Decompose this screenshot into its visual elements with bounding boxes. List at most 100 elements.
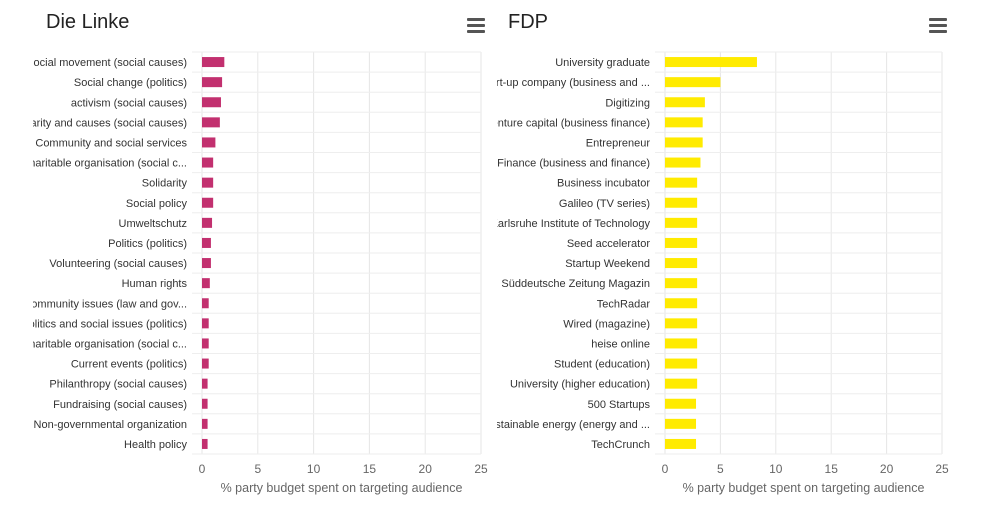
category-label: Current events (politics) [71, 359, 187, 371]
chart-menu-button[interactable] [929, 18, 947, 34]
bar[interactable] [202, 258, 211, 269]
bar[interactable] [202, 398, 208, 409]
category-label: Süddeutsche Zeitung Magazin [501, 278, 650, 290]
bar[interactable] [665, 418, 697, 429]
bar[interactable] [665, 237, 698, 248]
category-label: Community issues (law and gov... [23, 298, 187, 310]
x-axis-title: % party budget spent on targeting audien… [683, 481, 925, 495]
bar[interactable] [665, 177, 698, 188]
category-label: Social change (politics) [74, 77, 187, 89]
category-label: Wired (magazine) [563, 318, 650, 330]
chart-title: Die Linke [46, 11, 130, 33]
bar[interactable] [202, 117, 220, 128]
bar[interactable] [665, 318, 698, 329]
category-label: Student (education) [554, 359, 650, 371]
x-tick-label: 5 [717, 462, 724, 476]
x-axis-title: % party budget spent on targeting audien… [221, 481, 463, 495]
category-label: Entrepreneur [586, 137, 651, 149]
bar[interactable] [202, 378, 208, 389]
category-label: Charity and causes (social causes) [16, 117, 187, 129]
category-label: TechCrunch [591, 439, 650, 451]
category-label: Umweltschutz [119, 218, 187, 230]
category-label: Human rights [122, 278, 188, 290]
bar[interactable] [665, 298, 698, 309]
category-label: University (higher education) [510, 379, 650, 391]
category-label: Charitable organisation (social c... [21, 338, 187, 350]
category-label: Social movement (social causes) [26, 57, 187, 69]
category-label: politics and social issues (politics) [23, 318, 187, 330]
bar[interactable] [202, 298, 209, 309]
category-label: Finance (business and finance) [497, 158, 650, 170]
bar[interactable] [665, 197, 698, 208]
bar[interactable] [202, 157, 214, 168]
x-tick-label: 25 [474, 462, 488, 476]
bar[interactable] [665, 137, 703, 148]
chart-panel-die-linke: Die Linke 0 5 10 15 20 25 Social movement (soc… [0, 0, 490, 517]
bar[interactable] [665, 358, 698, 369]
category-label: Start-up company (business and ... [490, 77, 650, 89]
category-label: Galileo (TV series) [559, 198, 650, 210]
category-label: Charitable organisation (social c... [21, 158, 187, 170]
category-label: Health policy [124, 439, 187, 451]
category-label: heise online [591, 338, 650, 350]
bar[interactable] [202, 217, 213, 228]
x-tick-label: 15 [825, 462, 839, 476]
bar[interactable] [202, 177, 214, 188]
hamburger-menu-icon [467, 18, 485, 21]
category-label: Karlsruhe Institute of Technology [491, 218, 651, 230]
x-tick-label: 5 [254, 462, 261, 476]
bar[interactable] [665, 57, 757, 68]
category-label: Venture capital (business finance) [490, 117, 650, 129]
category-label: Non-governmental organization [34, 419, 187, 431]
category-label: Volunteering (social causes) [49, 258, 187, 270]
bar[interactable] [202, 197, 214, 208]
x-tick-label: 15 [363, 462, 377, 476]
bar[interactable] [665, 338, 698, 349]
hamburger-menu-icon [929, 18, 947, 21]
bar[interactable] [202, 137, 216, 148]
x-tick-label: 0 [662, 462, 669, 476]
bar[interactable] [202, 278, 210, 289]
category-label: Philanthropy (social causes) [49, 379, 187, 391]
bar[interactable] [202, 438, 208, 449]
category-label: Solidarity [142, 178, 188, 190]
category-label: activism (social causes) [71, 97, 187, 109]
category-label: Seed accelerator [567, 238, 650, 250]
x-tick-label: 20 [880, 462, 894, 476]
bar[interactable] [202, 418, 208, 429]
bar[interactable] [202, 77, 223, 88]
x-tick-label: 25 [935, 462, 949, 476]
bar[interactable] [202, 237, 211, 248]
bar[interactable] [202, 318, 209, 329]
bar[interactable] [665, 258, 698, 269]
bar[interactable] [665, 378, 698, 389]
x-tick-label: 10 [769, 462, 783, 476]
category-label: 500 Startups [588, 399, 651, 411]
x-tick-label: 0 [199, 462, 206, 476]
category-label: Fundraising (social causes) [53, 399, 187, 411]
bar[interactable] [202, 338, 209, 349]
bar[interactable] [665, 157, 701, 168]
category-label: Digitizing [605, 97, 650, 109]
bar[interactable] [665, 77, 721, 88]
x-tick-label: 10 [307, 462, 321, 476]
category-label: Community and social services [35, 137, 187, 149]
bar[interactable] [202, 57, 225, 68]
bar[interactable] [665, 217, 698, 228]
bar-chart-die-linke: 0 5 10 15 20 25 Social movement (social causes… [16, 51, 488, 495]
x-tick-label: 20 [419, 462, 433, 476]
bar[interactable] [665, 117, 703, 128]
chart-title: FDP [508, 11, 548, 33]
category-label: Startup Weekend [565, 258, 650, 270]
bar[interactable] [202, 358, 209, 369]
bar[interactable] [665, 97, 705, 108]
category-label: Politics (politics) [108, 238, 187, 250]
category-label: Business incubator [557, 178, 650, 190]
bar[interactable] [665, 398, 697, 409]
bar[interactable] [665, 438, 697, 449]
bar-chart-fdp: 0 5 10 15 20 25 University graduate Start-up co… [490, 51, 949, 495]
bar[interactable] [202, 97, 221, 108]
bar[interactable] [665, 278, 698, 289]
category-label: Sustainable energy (energy and ... [490, 419, 650, 431]
chart-menu-button[interactable] [467, 18, 485, 34]
